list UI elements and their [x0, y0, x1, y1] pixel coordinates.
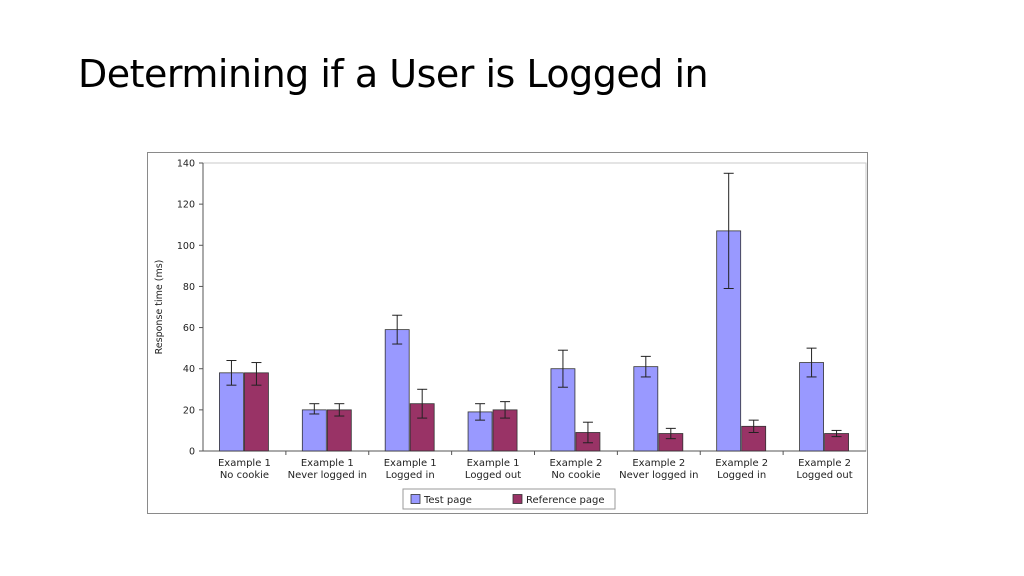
x-category-label: Example 2 — [798, 458, 851, 469]
bar-test-page — [384, 329, 410, 452]
legend-swatch — [512, 494, 523, 504]
bar-test-page — [301, 409, 327, 452]
bar-chart: 0 20 40 60 80 100 120 140 Response time (ms) Exam… — [154, 159, 867, 510]
chart-frame: 0 20 40 60 80 100 120 140 Response time (ms) Exam… — [147, 152, 868, 514]
x-category-label: Logged in — [386, 470, 435, 481]
x-category-label: Logged out — [465, 470, 521, 481]
x-category-label: Example 1 — [467, 458, 520, 469]
x-category-label: Example 2 — [632, 458, 685, 469]
x-category-label: No cookie — [220, 470, 269, 481]
y-tick-label: 60 — [183, 323, 195, 334]
legend-swatch — [410, 494, 421, 504]
bar-reference-page — [244, 372, 269, 452]
x-category-label: Example 1 — [384, 458, 437, 469]
bar-test-page — [633, 366, 659, 452]
y-tick-label: 20 — [183, 405, 195, 416]
y-axis-label: Response time (ms) — [154, 260, 165, 355]
slide-title: Determining if a User is Logged in — [78, 52, 709, 96]
x-category-label: Example 2 — [715, 458, 768, 469]
x-category-label: No cookie — [551, 470, 600, 481]
y-tick-label: 100 — [177, 241, 195, 252]
y-tick-label: 40 — [183, 364, 195, 375]
bar-reference-page — [326, 409, 352, 452]
y-tick-label: 80 — [183, 282, 195, 293]
x-category-label: Logged in — [717, 470, 766, 481]
x-category-label: Never logged in — [619, 470, 698, 481]
legend-label: Reference page — [526, 495, 605, 506]
y-tick-label: 140 — [177, 159, 195, 170]
legend-label: Test page — [423, 495, 472, 506]
x-category-label: Logged out — [796, 470, 852, 481]
x-category-label: Example 1 — [301, 458, 354, 469]
x-category-label: Example 1 — [218, 458, 271, 469]
legend-box — [402, 488, 616, 510]
legend: Test page Reference page — [402, 488, 616, 510]
plot-area — [202, 162, 867, 452]
y-tick-label: 0 — [189, 447, 195, 458]
x-category-label: Never logged in — [288, 470, 367, 481]
x-category-label: Example 2 — [549, 458, 602, 469]
y-tick-label: 120 — [177, 200, 195, 211]
